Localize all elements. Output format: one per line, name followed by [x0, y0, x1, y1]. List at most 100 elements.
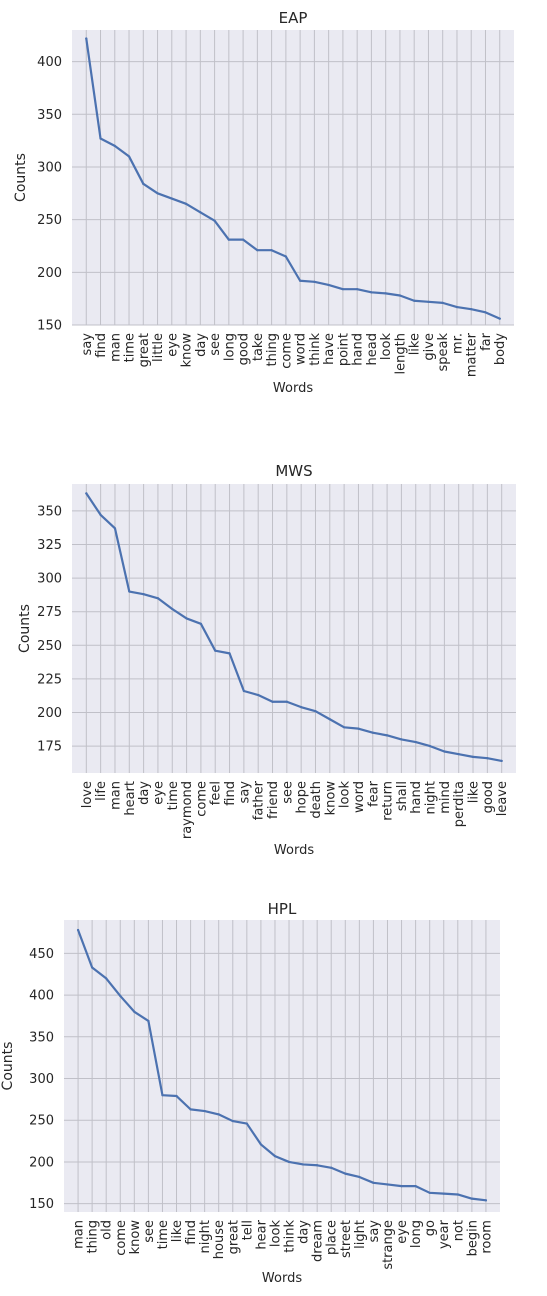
eap-data-point — [327, 283, 330, 287]
mws-x-tick-label: leave — [495, 781, 510, 816]
mws-data-point — [99, 513, 102, 517]
mws-data-point — [357, 727, 360, 730]
hpl-data-point — [372, 1181, 375, 1184]
hpl-y-tick-label: 250 — [29, 1114, 54, 1129]
eap-x-tick-label: have — [322, 333, 337, 365]
hpl-x-tick-label: night — [198, 1220, 213, 1253]
eap-data-point — [284, 255, 287, 258]
eap-y-tick-label: 250 — [37, 213, 62, 228]
hpl-x-tick-label: come — [114, 1220, 129, 1256]
hpl-y-tick-label: 200 — [29, 1155, 54, 1170]
hpl-data-point — [133, 1010, 136, 1013]
mws-data-point — [271, 700, 274, 703]
hpl-data-point — [456, 1193, 459, 1196]
eap-y-tick-label: 350 — [37, 108, 62, 123]
mws-x-tick-label: father — [252, 780, 267, 820]
mws-x-tick-label: night — [424, 781, 439, 814]
mws-chart-title: MWS — [275, 462, 312, 480]
hpl-chart: 150 200 250 300 350 400 450 man thing old come know… — [0, 900, 500, 1286]
mws-data-point — [371, 731, 374, 734]
eap-x-tick-label: find — [94, 333, 109, 358]
hpl-data-point — [259, 1143, 263, 1146]
mws-data-point — [500, 759, 503, 763]
mws-data-point — [199, 622, 203, 625]
eap-x-tick-label: mr. — [450, 333, 465, 354]
hpl-x-tick-label: eye — [395, 1220, 410, 1244]
mws-data-point — [486, 757, 489, 760]
hpl-x-tick-label: light — [353, 1220, 368, 1249]
mws-x-tick-label: raymond — [180, 781, 195, 839]
mws-x-tick-label: mind — [438, 781, 453, 814]
hpl-x-tick-label: not — [451, 1220, 466, 1241]
eap-data-point — [441, 301, 444, 304]
eap-x-tick-label: know — [180, 333, 195, 368]
eap-y-tick-label: 150 — [37, 319, 62, 334]
hpl-y-tick-label: 350 — [29, 1030, 54, 1045]
hpl-x-tick-label: hear — [254, 1219, 269, 1249]
mws-x-tick-label: heart — [123, 781, 138, 816]
hpl-x-tick-label: place — [325, 1220, 340, 1255]
eap-x-tick-label: little — [151, 333, 166, 362]
hpl-data-point — [231, 1119, 234, 1123]
hpl-x-tick-label: room — [479, 1220, 494, 1254]
eap-data-point — [85, 37, 88, 40]
hpl-data-point — [400, 1185, 403, 1188]
mws-data-point — [314, 710, 317, 713]
hpl-data-point — [287, 1160, 291, 1164]
mws-x-tick-label: fear — [366, 780, 381, 807]
eap-data-point — [227, 238, 230, 241]
mws-data-point — [285, 700, 288, 703]
eap-chart: 150 200 250 300 350 400 say find man time great lit… — [13, 9, 514, 396]
eap-x-tick-label: long — [222, 333, 237, 361]
hpl-data-point — [386, 1183, 389, 1186]
mws-data-point — [300, 706, 303, 709]
mws-y-tick-label: 300 — [37, 572, 62, 587]
hpl-data-point — [316, 1164, 319, 1167]
eap-data-point — [370, 291, 373, 294]
mws-data-point — [242, 689, 245, 693]
mws-y-tick-label: 225 — [37, 672, 62, 687]
hpl-x-tick-label: see — [142, 1220, 157, 1243]
mws-data-point — [400, 738, 403, 741]
hpl-data-point — [301, 1163, 305, 1166]
eap-data-point — [199, 211, 202, 214]
eap-x-tick-label: good — [237, 333, 252, 365]
hpl-x-tick-label: begin — [465, 1220, 480, 1256]
hpl-x-tick-label: year — [437, 1219, 452, 1249]
mws-y-tick-label: 250 — [37, 639, 62, 654]
eap-data-point — [256, 249, 259, 252]
eap-data-point — [498, 317, 501, 320]
hpl-x-tick-label: day — [297, 1220, 312, 1244]
hpl-data-point — [175, 1094, 178, 1098]
eap-x-tick-label: think — [308, 333, 323, 366]
eap-data-point — [142, 182, 145, 185]
eap-data-point — [270, 249, 273, 252]
hpl-y-tick-label: 400 — [29, 989, 54, 1004]
mws-data-point — [414, 740, 417, 744]
eap-x-tick-label: point — [336, 333, 351, 366]
mws-x-tick-label: hand — [409, 781, 424, 814]
hpl-x-tick-label: know — [128, 1220, 143, 1255]
mws-x-tick-label: word — [352, 781, 367, 813]
hpl-y-tick-label: 450 — [29, 947, 54, 962]
mws-data-point — [85, 492, 88, 495]
eap-x-tick-label: man — [108, 333, 123, 362]
hpl-x-tick-label: old — [100, 1220, 115, 1240]
eap-x-tick-label: eye — [165, 333, 180, 357]
hpl-data-point — [203, 1109, 206, 1113]
eap-chart-title: EAP — [279, 9, 308, 27]
hpl-data-point — [147, 1019, 150, 1023]
eap-data-point — [184, 202, 188, 205]
eap-data-point — [127, 155, 131, 158]
hpl-y-tick-label: 300 — [29, 1072, 54, 1087]
hpl-x-axis-label: Words — [262, 1271, 302, 1286]
eap-data-point — [455, 305, 459, 309]
mws-x-tick-label: find — [223, 781, 238, 806]
mws-x-tick-label: know — [323, 781, 338, 816]
mws-x-tick-label: friend — [266, 781, 281, 819]
hpl-x-tick-label: think — [283, 1220, 298, 1253]
mws-x-tick-label: feel — [209, 781, 224, 805]
mws-chart: 175 200 225 250 275 300 325 350 love life man heart… — [17, 462, 516, 858]
eap-x-tick-label: matter — [465, 332, 480, 377]
hpl-series-line — [76, 928, 488, 1202]
